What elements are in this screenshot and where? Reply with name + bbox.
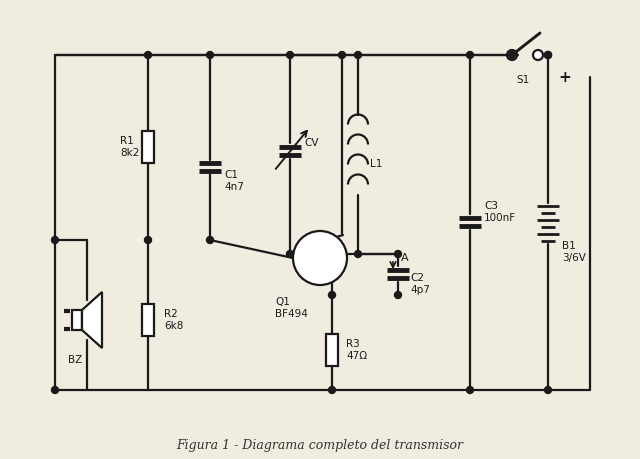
Circle shape — [293, 231, 347, 285]
Circle shape — [207, 51, 214, 58]
Text: Q1
BF494: Q1 BF494 — [275, 297, 308, 319]
Circle shape — [545, 51, 552, 58]
Circle shape — [355, 51, 362, 58]
Circle shape — [394, 291, 401, 298]
Text: B1
3/6V: B1 3/6V — [562, 241, 586, 263]
Circle shape — [287, 251, 294, 257]
FancyBboxPatch shape — [142, 304, 154, 336]
Circle shape — [533, 50, 543, 60]
FancyBboxPatch shape — [142, 131, 154, 163]
Circle shape — [509, 51, 515, 58]
Circle shape — [51, 236, 58, 244]
Text: R2
6k8: R2 6k8 — [164, 309, 184, 331]
Text: C1
4n7: C1 4n7 — [224, 170, 244, 192]
Circle shape — [328, 386, 335, 393]
Circle shape — [507, 50, 517, 60]
Circle shape — [467, 386, 474, 393]
Circle shape — [287, 51, 294, 58]
Circle shape — [145, 51, 152, 58]
Text: C2
4p7: C2 4p7 — [410, 273, 430, 295]
Circle shape — [145, 236, 152, 244]
Text: BZ: BZ — [68, 355, 83, 365]
Circle shape — [545, 386, 552, 393]
Text: +: + — [558, 69, 571, 84]
Circle shape — [467, 51, 474, 58]
Polygon shape — [82, 292, 102, 348]
Circle shape — [394, 251, 401, 257]
Text: A: A — [401, 253, 408, 263]
Text: C3
100nF: C3 100nF — [484, 201, 516, 223]
Text: L1: L1 — [370, 159, 382, 169]
Circle shape — [545, 51, 552, 58]
Circle shape — [328, 291, 335, 298]
Circle shape — [207, 236, 214, 244]
Text: R1
8k2: R1 8k2 — [120, 136, 140, 158]
FancyBboxPatch shape — [326, 334, 338, 366]
Bar — [72, 310, 82, 330]
Circle shape — [51, 386, 58, 393]
Circle shape — [355, 251, 362, 257]
Text: R3
47Ω: R3 47Ω — [346, 339, 367, 361]
Circle shape — [339, 51, 346, 58]
Text: S1: S1 — [516, 75, 530, 85]
Text: Figura 1 - Diagrama completo del transmisor: Figura 1 - Diagrama completo del transmi… — [177, 438, 463, 452]
Text: CV: CV — [304, 138, 319, 148]
